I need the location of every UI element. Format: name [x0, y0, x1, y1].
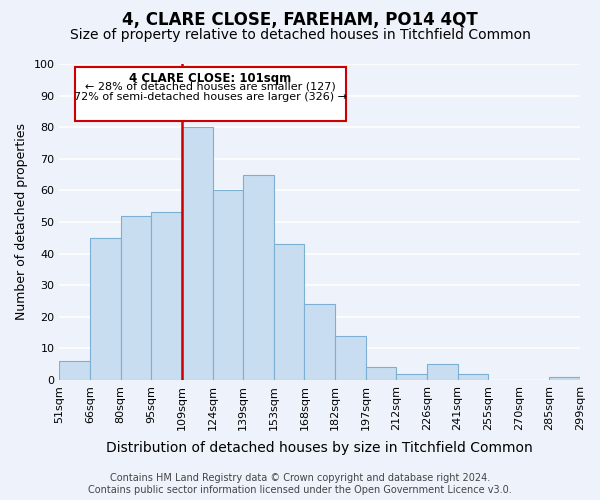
Bar [427, 364, 458, 380]
Text: Size of property relative to detached houses in Titchfield Common: Size of property relative to detached ho… [70, 28, 530, 42]
Bar [365, 368, 396, 380]
Bar [59, 361, 90, 380]
Bar [396, 374, 427, 380]
Bar [151, 212, 182, 380]
Bar [550, 376, 580, 380]
Text: Contains HM Land Registry data © Crown copyright and database right 2024.
Contai: Contains HM Land Registry data © Crown c… [88, 474, 512, 495]
Bar [121, 216, 151, 380]
Text: 4, CLARE CLOSE, FAREHAM, PO14 4QT: 4, CLARE CLOSE, FAREHAM, PO14 4QT [122, 12, 478, 30]
Bar [243, 174, 274, 380]
Text: 4 CLARE CLOSE: 101sqm: 4 CLARE CLOSE: 101sqm [129, 72, 292, 85]
Bar [458, 374, 488, 380]
X-axis label: Distribution of detached houses by size in Titchfield Common: Distribution of detached houses by size … [106, 441, 533, 455]
Bar [182, 127, 212, 380]
Y-axis label: Number of detached properties: Number of detached properties [15, 124, 28, 320]
Bar [90, 238, 121, 380]
Text: 72% of semi-detached houses are larger (326) →: 72% of semi-detached houses are larger (… [74, 92, 347, 102]
FancyBboxPatch shape [75, 67, 346, 121]
Bar [304, 304, 335, 380]
Text: ← 28% of detached houses are smaller (127): ← 28% of detached houses are smaller (12… [85, 82, 336, 92]
Bar [335, 336, 365, 380]
Bar [212, 190, 243, 380]
Bar [274, 244, 304, 380]
